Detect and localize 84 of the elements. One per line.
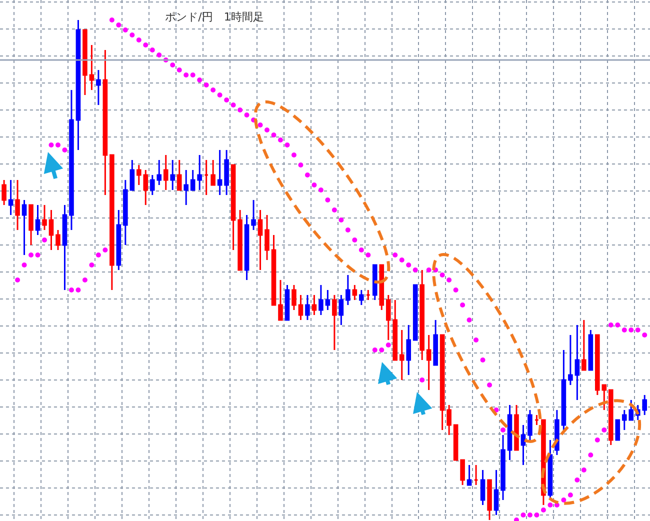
candlestick xyxy=(399,329,404,381)
candlestick xyxy=(406,324,412,376)
candlestick xyxy=(176,159,182,191)
candlestick xyxy=(284,284,290,321)
candlestick xyxy=(588,329,594,371)
candlestick xyxy=(197,154,202,191)
candlestick xyxy=(615,419,620,441)
candlestick xyxy=(69,89,74,231)
candlestick xyxy=(62,204,68,291)
candlestick xyxy=(487,479,492,521)
candlestick xyxy=(244,214,250,281)
candlestick xyxy=(170,159,176,191)
candlestick xyxy=(224,149,229,196)
candlestick xyxy=(264,214,270,261)
candlestick xyxy=(76,19,81,151)
candlestick xyxy=(500,434,506,501)
candlestick xyxy=(412,284,418,341)
candlestick xyxy=(48,209,54,251)
candlestick xyxy=(332,294,337,351)
candlestick xyxy=(582,319,586,371)
candlestick xyxy=(217,149,222,196)
candlestick xyxy=(298,294,304,321)
candlestick xyxy=(204,159,209,196)
candlestick xyxy=(602,384,607,411)
candlestick xyxy=(460,459,465,486)
candlestick xyxy=(2,179,6,206)
candlestick xyxy=(116,209,122,271)
candlestick xyxy=(130,159,135,191)
candlestick xyxy=(251,199,256,231)
candlestick xyxy=(514,404,519,451)
candlestick xyxy=(352,284,358,301)
candlestick xyxy=(258,209,263,271)
candlestick xyxy=(318,284,324,316)
candlestick xyxy=(528,409,532,441)
candlestick xyxy=(15,179,20,231)
candlestick xyxy=(480,469,486,506)
candlestick xyxy=(494,469,499,516)
chart-title: ポンド/円 1時間足 xyxy=(165,10,264,24)
candlestick xyxy=(534,414,540,426)
candlestick xyxy=(574,324,580,401)
candlestick xyxy=(359,289,364,306)
candlestick xyxy=(56,229,60,251)
candlestick xyxy=(42,204,47,231)
candlestick xyxy=(420,269,424,361)
candlestick xyxy=(163,154,168,191)
candlestick xyxy=(466,464,472,486)
candlestick xyxy=(595,334,600,396)
candlestick xyxy=(312,294,317,316)
candlestick xyxy=(379,264,384,311)
candlestick xyxy=(346,274,350,306)
candlestick xyxy=(8,179,14,216)
candlestick xyxy=(22,199,27,256)
candlestick xyxy=(278,279,283,321)
candlestick xyxy=(110,154,114,291)
candlestick xyxy=(238,209,242,271)
candlestick xyxy=(608,389,614,446)
candlestick xyxy=(520,424,526,466)
candlestick xyxy=(568,334,573,386)
candlestick xyxy=(190,169,196,191)
candlestick xyxy=(292,284,296,311)
candlestick xyxy=(325,289,330,311)
candlestick xyxy=(440,334,445,431)
candlestick xyxy=(89,44,94,91)
candlestick xyxy=(474,464,478,486)
candlestick xyxy=(426,334,432,391)
candlestick xyxy=(28,204,34,246)
candlestick xyxy=(210,159,216,186)
candlestick xyxy=(35,204,40,236)
candlestick xyxy=(96,69,101,106)
candlestick xyxy=(453,424,458,461)
candlestick xyxy=(82,29,88,96)
candlestick xyxy=(372,264,378,301)
candlestick xyxy=(446,404,452,436)
candlestick xyxy=(507,404,512,461)
candlestick xyxy=(102,49,108,196)
candlestick xyxy=(561,349,566,431)
candlestick xyxy=(433,319,438,366)
candlestick xyxy=(184,169,188,206)
candlestick xyxy=(271,234,276,306)
candlestick xyxy=(305,294,310,321)
candlestick xyxy=(230,164,236,251)
candlestick xyxy=(123,179,128,246)
candlestick xyxy=(366,289,371,301)
candlestick xyxy=(338,294,344,326)
